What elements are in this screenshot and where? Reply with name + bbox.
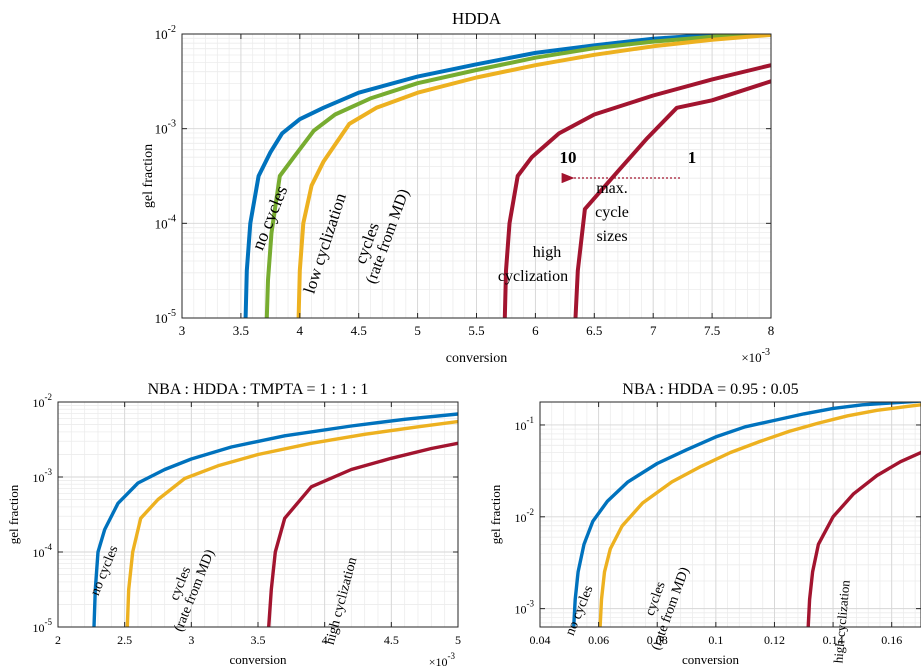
annotation-label: sizes xyxy=(596,228,627,245)
y-tick-label: 10-3 xyxy=(33,467,53,485)
x-axis-label: conversion xyxy=(682,652,740,667)
series-line-3 xyxy=(296,34,771,318)
y-tick-exponent: -2 xyxy=(527,507,535,517)
y-tick-label: 10-1 xyxy=(515,415,535,433)
series-line-2 xyxy=(125,419,458,627)
x-tick-label: 5 xyxy=(455,633,461,647)
chart-title: HDDA xyxy=(452,9,502,28)
annotation-label: max. xyxy=(596,180,628,197)
series-line-3 xyxy=(806,450,921,627)
series-line-4 xyxy=(502,63,771,318)
x-tick-label: 5.5 xyxy=(468,323,484,338)
axes-frame xyxy=(539,401,921,628)
series-line-1 xyxy=(243,34,726,318)
y-axis-label: gel fraction xyxy=(141,144,156,208)
x-tick-label: 3 xyxy=(188,633,194,647)
y-tick-exponent: -5 xyxy=(168,308,176,319)
x-tick-label: 3.5 xyxy=(233,323,249,338)
y-tick-label: 10-2 xyxy=(33,392,53,410)
y-tick-label: 10-3 xyxy=(155,119,176,137)
x-tick-label: 2.5 xyxy=(117,633,132,647)
annotation-label: cyclization xyxy=(498,268,568,285)
y-tick-label: 10-5 xyxy=(33,617,53,635)
x-tick-label: 4.5 xyxy=(384,633,399,647)
annotation-label: cycle xyxy=(595,204,629,221)
x-tick-label: 7 xyxy=(650,323,657,338)
x-tick-label: 0.06 xyxy=(588,633,609,647)
series-line-2 xyxy=(598,403,921,627)
annotation-label: high cyclization xyxy=(830,579,852,664)
x-tick-label: 7.5 xyxy=(704,323,720,338)
series-group xyxy=(92,412,458,627)
x-axis-label: conversion xyxy=(229,652,287,667)
y-tick-exponent: -1 xyxy=(527,415,535,425)
series-line-5 xyxy=(573,79,771,318)
y-tick-exponent: -3 xyxy=(527,599,535,609)
y-axis-label: gel fraction xyxy=(6,484,21,544)
series-line-3 xyxy=(267,441,458,627)
chart-2: 2 2.5 3 3.5 4 4.5 5 10-5 10-4 10-3 10-2 NBA : HDDA … xyxy=(6,381,461,669)
y-tick-label: 10-3 xyxy=(515,599,535,617)
x-scale-note: ×10-3 xyxy=(429,651,456,669)
series-line-2 xyxy=(264,34,771,318)
annotation-label: high xyxy=(533,244,561,261)
y-tick-label: 10-4 xyxy=(155,213,176,231)
x-tick-label: 6.5 xyxy=(586,323,602,338)
x-tick-label: 0.08 xyxy=(647,633,668,647)
y-axis-label: gel fraction xyxy=(488,484,503,544)
annotation-label: 1 xyxy=(688,148,697,167)
annotation-label: 10 xyxy=(560,148,577,167)
series-line-1 xyxy=(572,402,921,627)
x-tick-label: 4 xyxy=(297,323,304,338)
chart-3: 0.04 0.06 0.08 0.1 0.12 0.14 0.16 10-3 10-2 10-1 N… xyxy=(488,381,921,667)
x-scale-exponent: -3 xyxy=(448,651,456,661)
y-tick-exponent: -2 xyxy=(45,392,53,402)
y-tick-exponent: -3 xyxy=(168,119,176,130)
x-scale-exponent: -3 xyxy=(762,347,770,358)
x-tick-label: 4.5 xyxy=(351,323,367,338)
x-tick-label: 0.14 xyxy=(823,633,844,647)
x-tick-label: 3 xyxy=(179,323,186,338)
x-tick-label: 4 xyxy=(322,633,328,647)
y-tick-exponent: -4 xyxy=(168,213,176,224)
x-tick-label: 2 xyxy=(55,633,61,647)
series-line-1 xyxy=(92,412,458,627)
chart-title: NBA : HDDA : TMPTA = 1 : 1 : 1 xyxy=(148,381,369,398)
y-tick-label: 10-5 xyxy=(155,308,176,326)
x-tick-label: 0.1 xyxy=(708,633,723,647)
x-tick-label: 0.04 xyxy=(530,633,551,647)
y-tick-label: 10-4 xyxy=(33,542,53,560)
x-tick-label: 6 xyxy=(532,323,539,338)
series-group xyxy=(243,34,771,318)
y-tick-exponent: -2 xyxy=(168,24,176,35)
x-axis-label: conversion xyxy=(446,351,507,366)
x-tick-label: 0.12 xyxy=(764,633,785,647)
x-tick-label: 8 xyxy=(768,323,775,338)
y-tick-exponent: -3 xyxy=(45,467,53,477)
chart-1: 3 3.5 4 4.5 5 5.5 6 6.5 7 7.5 810-510-410-310-2HDD… xyxy=(141,9,774,366)
y-tick-exponent: -5 xyxy=(45,617,53,627)
x-scale-note: ×10-3 xyxy=(741,347,770,365)
y-tick-exponent: -4 xyxy=(45,542,53,552)
x-tick-label: 5 xyxy=(414,323,421,338)
x-tick-label: 3.5 xyxy=(251,633,266,647)
series-group xyxy=(572,402,921,627)
y-tick-label: 10-2 xyxy=(155,24,176,42)
chart-title: NBA : HDDA = 0.95 : 0.05 xyxy=(622,381,798,398)
x-tick-label: 0.16 xyxy=(881,633,902,647)
y-tick-label: 10-2 xyxy=(515,507,535,525)
